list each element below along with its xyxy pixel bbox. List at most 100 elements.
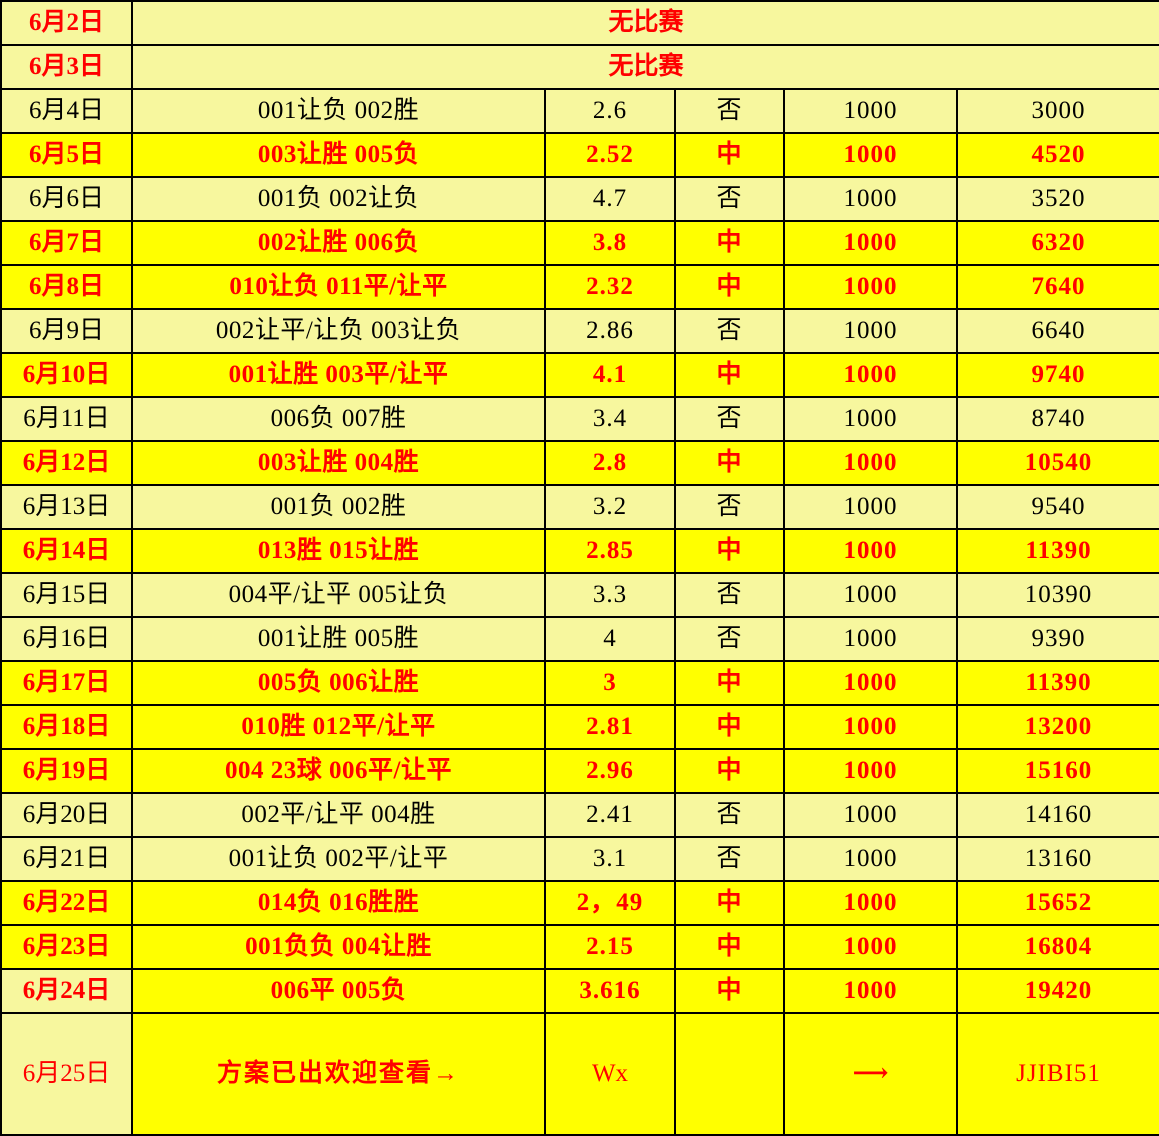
cell-date[interactable]: 6月8日 (0, 264, 133, 310)
cell-hit[interactable]: 中 (674, 132, 785, 178)
cell-stake[interactable]: 1000 (783, 88, 958, 134)
cell-stake[interactable]: 1000 (783, 968, 958, 1014)
cell-profit[interactable]: 8740 (955, 396, 1159, 442)
cell-match[interactable]: 002让胜 006负 (131, 220, 546, 266)
cell-profit[interactable]: 9390 (955, 616, 1159, 662)
cell-odds[interactable]: 3.4 (544, 396, 676, 442)
cell-stake[interactable]: 1000 (783, 572, 958, 618)
cell-hit[interactable]: 否 (674, 308, 785, 354)
cell-date[interactable]: 6月15日 (0, 572, 133, 618)
cell-date[interactable]: 6月16日 (0, 616, 133, 662)
cell-match[interactable]: 004 23球 006平/让平 (131, 748, 546, 794)
cell-stake[interactable]: 1000 (783, 220, 958, 266)
cell-hit[interactable]: 中 (674, 264, 785, 310)
cell-stake[interactable]: 1000 (783, 484, 958, 530)
cell-match[interactable]: 005负 006让胜 (131, 660, 546, 706)
cell-odds[interactable]: 3.8 (544, 220, 676, 266)
cell-hit[interactable]: 中 (674, 440, 785, 486)
cell-match[interactable]: 001负 002让负 (131, 176, 546, 222)
cell-stake[interactable]: 1000 (783, 924, 958, 970)
cell-match[interactable]: 010胜 012平/让平 (131, 704, 546, 750)
cell-match[interactable]: 006负 007胜 (131, 396, 546, 442)
cell-odds[interactable]: 2.41 (544, 792, 676, 838)
cell-odds[interactable]: 2.6 (544, 88, 676, 134)
cell-odds[interactable]: 2.52 (544, 132, 676, 178)
cell-odds[interactable]: 2，49 (544, 880, 676, 926)
cell-profit[interactable]: 16804 (955, 924, 1159, 970)
cell-date[interactable]: 6月5日 (0, 132, 133, 178)
cell-match[interactable]: 001让负 002平/让平 (131, 836, 546, 882)
cell-hit[interactable]: 否 (674, 572, 785, 618)
cell-profit[interactable]: 6640 (955, 308, 1159, 354)
cell-stake[interactable]: 1000 (783, 704, 958, 750)
cell-date[interactable]: 6月22日 (0, 880, 133, 926)
cell-profit[interactable]: 11390 (955, 528, 1159, 574)
cell-hit[interactable]: 中 (674, 704, 785, 750)
cell-profit[interactable]: 9740 (955, 352, 1159, 398)
cell-odds[interactable]: 2.15 (544, 924, 676, 970)
cell-profit[interactable]: 10390 (955, 572, 1159, 618)
cell-profit[interactable]: 15652 (955, 880, 1159, 926)
cell-date[interactable]: 6月14日 (0, 528, 133, 574)
cell-match[interactable]: 013胜 015让胜 (131, 528, 546, 574)
cell-profit[interactable]: 10540 (955, 440, 1159, 486)
cell-profit[interactable]: 15160 (955, 748, 1159, 794)
cell-profit[interactable]: 3000 (955, 88, 1159, 134)
cell-stake[interactable]: 1000 (783, 528, 958, 574)
cell-date[interactable]: 6月17日 (0, 660, 133, 706)
cell-profit[interactable]: 7640 (955, 264, 1159, 310)
promo-message[interactable]: 方案已出欢迎查看→ (131, 1012, 546, 1136)
cell-odds[interactable]: 3.1 (544, 836, 676, 882)
cell-date[interactable]: 6月3日 (0, 44, 133, 90)
cell-hit[interactable]: 中 (674, 748, 785, 794)
cell-match[interactable]: 001让胜 005胜 (131, 616, 546, 662)
cell-date[interactable]: 6月25日 (0, 1012, 133, 1136)
cell-hit[interactable]: 中 (674, 528, 785, 574)
cell-date[interactable]: 6月2日 (0, 0, 133, 46)
cell-stake[interactable]: 1000 (783, 352, 958, 398)
cell-date[interactable]: 6月11日 (0, 396, 133, 442)
cell-odds[interactable]: 4.7 (544, 176, 676, 222)
cell-profit[interactable]: 11390 (955, 660, 1159, 706)
cell-hit[interactable]: 否 (674, 836, 785, 882)
cell-odds[interactable]: 2.85 (544, 528, 676, 574)
cell-profit[interactable]: 19420 (955, 968, 1159, 1014)
cell-hit[interactable]: 否 (674, 484, 785, 530)
cell-date[interactable]: 6月6日 (0, 176, 133, 222)
cell-match[interactable]: 002让平/让负 003让负 (131, 308, 546, 354)
cell-date[interactable]: 6月24日 (0, 968, 133, 1014)
cell-match[interactable]: 003让胜 005负 (131, 132, 546, 178)
cell-hit[interactable]: 中 (674, 968, 785, 1014)
cell-match[interactable]: 010让负 011平/让平 (131, 264, 546, 310)
cell-odds[interactable]: 2.96 (544, 748, 676, 794)
cell-stake[interactable]: 1000 (783, 440, 958, 486)
cell-date[interactable]: 6月10日 (0, 352, 133, 398)
cell-profit[interactable]: 3520 (955, 176, 1159, 222)
cell-profit[interactable]: 6320 (955, 220, 1159, 266)
cell-date[interactable]: 6月12日 (0, 440, 133, 486)
cell-date[interactable]: 6月18日 (0, 704, 133, 750)
cell-profit[interactable]: 14160 (955, 792, 1159, 838)
cell-hit[interactable]: 中 (674, 220, 785, 266)
cell-stake[interactable]: 1000 (783, 748, 958, 794)
cell-odds[interactable]: 3.3 (544, 572, 676, 618)
cell-stake[interactable]: 1000 (783, 396, 958, 442)
cell-hit[interactable]: 否 (674, 616, 785, 662)
cell-stake[interactable]: 1000 (783, 836, 958, 882)
cell-match[interactable]: 001让胜 003平/让平 (131, 352, 546, 398)
cell-profit[interactable]: 13200 (955, 704, 1159, 750)
cell-stake[interactable]: 1000 (783, 792, 958, 838)
promo-wx-label[interactable]: Wx (544, 1012, 676, 1136)
cell-match[interactable]: 006平 005负 (131, 968, 546, 1014)
cell-odds[interactable]: 2.81 (544, 704, 676, 750)
cell-hit[interactable]: 中 (674, 924, 785, 970)
promo-wx-id[interactable]: JJIBI51 (955, 1012, 1159, 1136)
cell-date[interactable]: 6月9日 (0, 308, 133, 354)
cell-profit[interactable]: 13160 (955, 836, 1159, 882)
cell-odds[interactable]: 2.8 (544, 440, 676, 486)
cell-odds[interactable]: 3 (544, 660, 676, 706)
cell-date[interactable]: 6月13日 (0, 484, 133, 530)
cell-profit[interactable]: 9540 (955, 484, 1159, 530)
cell-match[interactable]: 004平/让平 005让负 (131, 572, 546, 618)
cell-match[interactable]: 014负 016胜胜 (131, 880, 546, 926)
